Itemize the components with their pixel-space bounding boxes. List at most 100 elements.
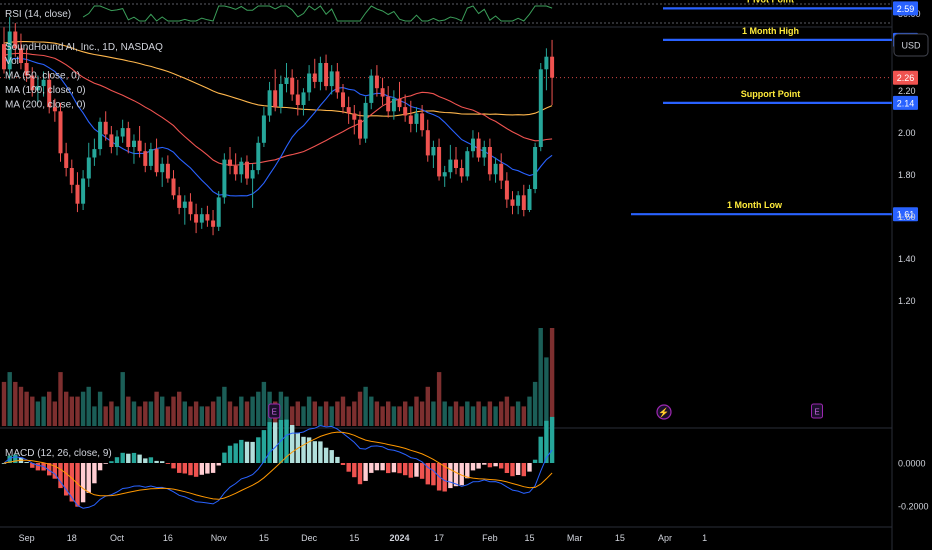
macd-histogram-bar <box>335 456 340 463</box>
volume-bar <box>380 406 385 426</box>
volume-bar <box>109 401 114 426</box>
price-tick: 1.80 <box>898 170 916 180</box>
volume-bar <box>278 391 284 426</box>
symbol-title[interactable]: SoundHound AI, Inc., 1D, NASDAQ <box>5 42 163 53</box>
volume-bar <box>312 401 317 426</box>
macd-histogram-bar <box>470 463 476 471</box>
indicator-label-2[interactable]: MA (100, close, 0) <box>5 85 86 96</box>
lightning-icon-glyph: ⚡ <box>658 407 669 419</box>
volume-bar <box>75 396 80 426</box>
macd-histogram-bar <box>154 460 159 463</box>
level-price-text-2: 2.14 <box>897 98 915 108</box>
lightning-icon[interactable] <box>656 404 672 420</box>
macd-histogram-bar <box>216 463 221 466</box>
volume-bar <box>210 401 216 426</box>
macd-histogram-bar <box>182 463 187 474</box>
volume-bar <box>171 396 176 426</box>
macd-histogram-bar <box>69 463 74 502</box>
macd-histogram-bar <box>431 463 436 486</box>
candle-body <box>482 147 487 158</box>
volume-bar <box>222 386 227 426</box>
volume-bar <box>425 386 430 426</box>
indicator-label-1[interactable]: MA (50, close, 0) <box>5 71 80 82</box>
macd-histogram-bar <box>499 463 504 469</box>
candle-body <box>103 121 108 135</box>
volume-bar <box>114 406 120 426</box>
candle-body <box>267 90 272 116</box>
volume-bar <box>386 401 391 426</box>
volume-bar <box>143 401 148 426</box>
volume-bar <box>256 391 261 426</box>
volume-bar <box>369 396 374 426</box>
candle-body <box>290 77 295 95</box>
earnings-e-icon[interactable] <box>268 403 281 419</box>
candle-body <box>499 163 504 181</box>
candle-body <box>414 113 419 124</box>
candle-body <box>58 111 63 154</box>
candle-body <box>329 71 334 87</box>
candle-body <box>341 92 345 108</box>
macd-histogram-bar <box>13 454 18 463</box>
volume-bar <box>216 396 221 426</box>
volume-bar <box>431 401 436 426</box>
macd-histogram-bar <box>346 463 351 472</box>
volume-bar <box>35 401 41 426</box>
macd-histogram-bar <box>323 447 329 463</box>
macd-histogram-bar <box>391 463 397 473</box>
volume-bar <box>493 406 498 426</box>
macd-histogram-bar <box>301 436 306 463</box>
candle-body <box>69 168 74 185</box>
candle-body <box>13 31 18 49</box>
macd-histogram-bar <box>504 463 510 473</box>
candle-body <box>245 161 249 179</box>
ma50-line <box>3 57 553 197</box>
volume-bar <box>403 401 408 426</box>
candle-body <box>75 184 80 204</box>
rsi-title[interactable]: RSI (14, close) <box>5 9 71 20</box>
candle-body <box>222 159 227 198</box>
time-axis-label: Mar <box>567 533 583 543</box>
macd-histogram-bar <box>397 463 402 474</box>
macd-histogram-bar <box>290 425 295 463</box>
candle-body <box>177 195 182 208</box>
candle-body <box>431 147 436 156</box>
indicator-label-0[interactable]: Vol <box>5 56 19 67</box>
volume-bar <box>532 381 538 426</box>
macd-histogram-bar <box>425 463 430 485</box>
candle-body <box>391 98 396 112</box>
volume-bar <box>290 406 295 426</box>
ma100-line <box>3 52 553 166</box>
candle-body <box>7 31 12 70</box>
candle-body <box>188 201 193 215</box>
currency-button[interactable] <box>893 33 929 57</box>
macd-histogram-bar <box>448 463 453 489</box>
macd-histogram-bar <box>177 463 182 473</box>
candle-body <box>301 92 306 105</box>
macd-title[interactable]: MACD (12, 26, close, 9) <box>5 448 112 459</box>
currency-button-label[interactable]: USD <box>901 41 921 51</box>
time-axis-label: Nov <box>211 533 228 543</box>
macd-histogram-bar <box>549 416 555 463</box>
volume-bar <box>131 401 137 426</box>
macd-histogram-bar <box>363 463 368 481</box>
earnings-e-icon[interactable] <box>811 403 823 419</box>
macd-histogram-bar <box>250 441 255 463</box>
indicator-label-3[interactable]: MA (200, close, 0) <box>5 100 86 111</box>
volume-bar <box>527 396 532 426</box>
time-axis-label: Oct <box>110 533 125 543</box>
candle-body <box>239 161 244 175</box>
candle-body <box>30 75 35 91</box>
macd-histogram-bar <box>52 463 57 479</box>
volume-bar <box>250 396 255 426</box>
candle-body <box>538 69 543 147</box>
macd-histogram-bar <box>7 455 12 463</box>
candle-body <box>194 214 199 223</box>
volume-bar <box>86 386 91 426</box>
volume-bar <box>391 406 397 426</box>
candle-body <box>358 119 362 139</box>
volume-bar <box>13 381 18 426</box>
macd-histogram-bar <box>465 463 470 479</box>
macd-histogram-bar <box>148 457 154 463</box>
